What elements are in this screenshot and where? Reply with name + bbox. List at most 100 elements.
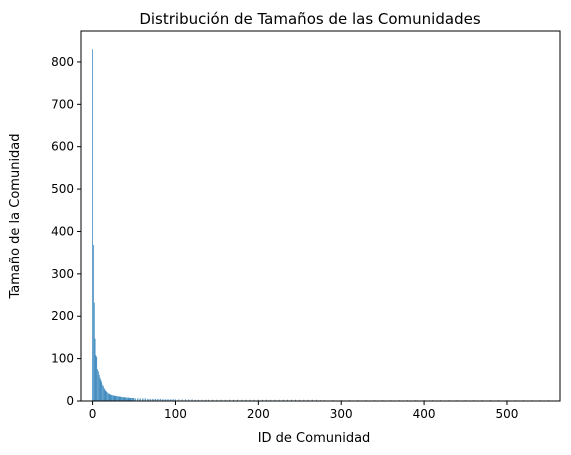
bar xyxy=(95,355,97,401)
bar xyxy=(299,399,301,401)
bar xyxy=(128,397,130,401)
bar xyxy=(151,398,153,401)
x-axis-ticks: 0 100 200 300 400 500 xyxy=(89,401,518,421)
bar xyxy=(130,398,132,401)
bar xyxy=(148,398,150,401)
bar xyxy=(135,398,137,401)
bar xyxy=(121,396,122,401)
bar xyxy=(270,399,272,401)
x-tick-label: 0 xyxy=(89,407,97,421)
bar xyxy=(274,399,276,401)
y-tick-label: 700 xyxy=(51,97,74,111)
bar xyxy=(133,398,135,401)
bar xyxy=(92,49,93,401)
bar xyxy=(93,245,94,401)
bars-group xyxy=(92,49,549,401)
bar xyxy=(103,386,104,401)
bar xyxy=(143,398,145,401)
bar xyxy=(160,398,161,401)
bar xyxy=(127,397,129,401)
bar xyxy=(146,398,148,401)
bar xyxy=(245,399,247,401)
bar xyxy=(102,384,103,401)
bar xyxy=(118,396,120,401)
bar xyxy=(101,381,103,401)
bar xyxy=(258,399,259,401)
bar xyxy=(229,399,230,401)
bar xyxy=(155,398,156,401)
x-tick-label: 300 xyxy=(330,407,353,421)
bar xyxy=(233,399,234,401)
bar xyxy=(129,398,131,401)
bar xyxy=(98,371,99,401)
bar xyxy=(110,394,112,401)
bar xyxy=(117,396,119,401)
bar xyxy=(99,377,101,401)
bar xyxy=(175,399,176,401)
bar xyxy=(311,399,313,401)
x-axis-label: ID de Comunidad xyxy=(258,431,371,446)
bar xyxy=(165,399,166,401)
x-tick-label: 400 xyxy=(413,407,436,421)
bar xyxy=(195,399,196,401)
bar xyxy=(291,399,292,401)
x-tick-label: 100 xyxy=(164,407,187,421)
bar xyxy=(303,399,305,401)
x-tick-label: 200 xyxy=(247,407,270,421)
bar xyxy=(287,399,288,401)
y-tick-label: 0 xyxy=(66,394,74,408)
bar xyxy=(201,399,203,401)
bar xyxy=(125,397,127,401)
bar xyxy=(188,399,190,401)
bar xyxy=(94,338,96,401)
bar xyxy=(108,393,109,401)
bar xyxy=(112,395,113,401)
bar xyxy=(96,356,98,401)
bar xyxy=(97,369,98,401)
bar xyxy=(153,398,155,401)
bar xyxy=(145,398,146,401)
bar xyxy=(249,399,251,401)
bar xyxy=(178,399,180,401)
bar xyxy=(224,399,226,401)
bar xyxy=(171,399,173,401)
y-tick-label: 200 xyxy=(51,309,74,323)
bar xyxy=(105,390,107,401)
y-axis-label: Tamaño de la Comunidad xyxy=(8,133,23,299)
bar xyxy=(93,302,95,401)
bar xyxy=(295,399,296,401)
bar xyxy=(181,399,183,401)
bar xyxy=(115,395,117,401)
bar xyxy=(212,399,214,401)
bar xyxy=(126,397,127,401)
bar xyxy=(253,399,255,401)
bar xyxy=(117,396,118,401)
bar xyxy=(116,395,117,401)
bar xyxy=(161,399,163,401)
y-tick-label: 800 xyxy=(51,55,74,69)
bar xyxy=(191,399,193,401)
bar xyxy=(198,399,200,401)
bar xyxy=(107,392,108,401)
bar xyxy=(112,395,114,401)
bar xyxy=(113,395,115,401)
bar xyxy=(173,399,175,401)
bar xyxy=(158,398,160,401)
y-axis-ticks: 0 100 200 300 400 500 600 700 800 xyxy=(51,55,81,408)
bar xyxy=(132,398,133,401)
bar xyxy=(114,395,116,401)
y-tick-label: 500 xyxy=(51,182,74,196)
bar xyxy=(109,394,111,401)
bar xyxy=(124,397,126,401)
bar xyxy=(104,389,106,401)
bar xyxy=(119,396,121,401)
bar xyxy=(141,398,143,401)
chart-title: Distribución de Tamaños de las Comunidad… xyxy=(139,10,480,28)
bar xyxy=(166,399,168,401)
bar xyxy=(241,399,243,401)
bar xyxy=(307,399,309,401)
plot-frame xyxy=(80,30,561,402)
bar xyxy=(163,399,165,401)
bar xyxy=(137,398,138,401)
